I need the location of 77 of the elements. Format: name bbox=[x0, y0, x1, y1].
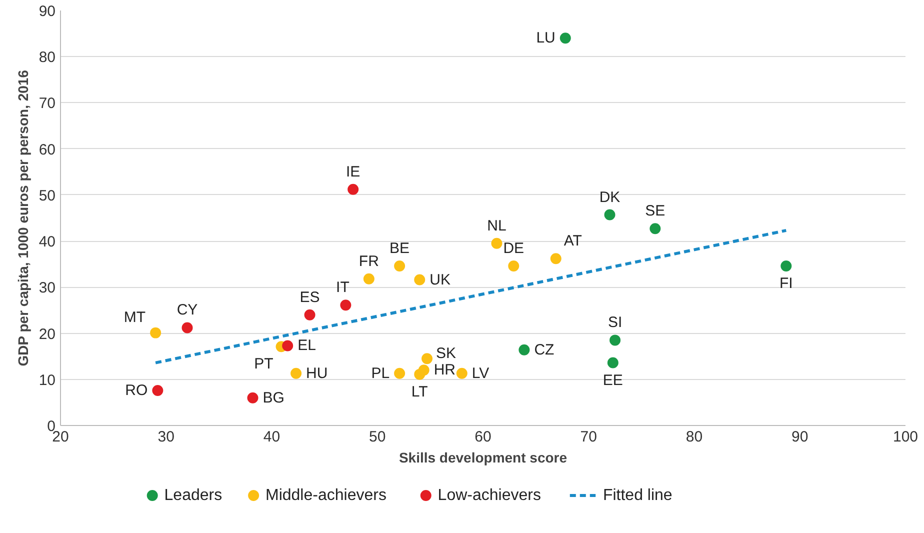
point bbox=[282, 340, 294, 352]
annotation: FI bbox=[779, 274, 793, 292]
annotation: DK bbox=[599, 188, 620, 206]
x-axis-title: Skills development score bbox=[398, 450, 568, 466]
x-tick-label: 80 bbox=[686, 428, 703, 446]
y-tick-label: 10 bbox=[38, 372, 56, 389]
point bbox=[247, 392, 258, 404]
y-tick-label: 50 bbox=[38, 187, 56, 204]
point bbox=[518, 344, 530, 356]
x-tick-label: 90 bbox=[792, 428, 808, 446]
point bbox=[456, 368, 468, 379]
point bbox=[560, 32, 571, 44]
annotation: PT bbox=[254, 356, 274, 373]
y-tick-label: 40 bbox=[38, 234, 56, 251]
point bbox=[607, 357, 618, 368]
legend-label: Leaders bbox=[164, 487, 222, 504]
annotation: EL bbox=[298, 337, 316, 354]
point bbox=[508, 260, 520, 272]
legend-label: Middle-achievers bbox=[266, 487, 386, 504]
y-tick-label: 70 bbox=[38, 95, 56, 112]
legend-label: Low-achievers bbox=[438, 487, 541, 504]
y-tick-label: 80 bbox=[38, 49, 56, 66]
annotation: LT bbox=[411, 383, 428, 400]
point bbox=[422, 353, 433, 364]
y-axis-title: GDP per capita, 1000 euros per person, 2016 bbox=[14, 70, 31, 366]
point bbox=[610, 334, 621, 346]
annotation: NL bbox=[487, 217, 506, 234]
point bbox=[348, 184, 359, 195]
annotation: IE bbox=[346, 163, 360, 180]
annotation: RO bbox=[125, 382, 148, 399]
annotation: HU bbox=[306, 364, 328, 382]
y-tick-label: 30 bbox=[38, 280, 56, 297]
y-tick-label: 60 bbox=[38, 141, 56, 158]
point bbox=[650, 223, 661, 234]
x-tick-label: 40 bbox=[263, 428, 280, 446]
point bbox=[394, 260, 406, 272]
legend-label: Fitted line bbox=[602, 487, 672, 504]
x-tick-label: 100 bbox=[892, 428, 918, 446]
point bbox=[152, 384, 164, 396]
x-tick-label: 60 bbox=[474, 428, 492, 446]
annotation: HR bbox=[434, 362, 456, 379]
annotation: CZ bbox=[534, 341, 554, 358]
x-tick-label: 50 bbox=[369, 428, 386, 446]
x-tick-label: 70 bbox=[580, 428, 597, 446]
x-tick-label: 30 bbox=[158, 428, 174, 446]
annotation: BE bbox=[390, 240, 410, 257]
point bbox=[394, 368, 406, 379]
annotation: PL bbox=[371, 364, 390, 382]
point bbox=[304, 309, 316, 320]
point bbox=[150, 327, 162, 338]
annotation: SI bbox=[608, 314, 622, 332]
annotation: LV bbox=[472, 364, 490, 382]
point bbox=[414, 274, 426, 286]
annotation: UK bbox=[430, 271, 450, 288]
annotation: MT bbox=[124, 308, 146, 326]
annotation: LU bbox=[536, 30, 556, 47]
point bbox=[550, 253, 562, 264]
annotation: IT bbox=[336, 279, 350, 296]
point bbox=[290, 368, 302, 379]
annotation: EE bbox=[602, 372, 623, 389]
point bbox=[363, 273, 374, 284]
point bbox=[780, 260, 792, 272]
annotation: BG bbox=[262, 389, 284, 406]
point bbox=[182, 322, 193, 334]
annotation: CY bbox=[176, 302, 198, 319]
annotation: ES bbox=[300, 288, 320, 306]
point bbox=[604, 209, 616, 220]
annotation: AT bbox=[564, 232, 582, 250]
annotation: SK bbox=[436, 345, 456, 362]
point bbox=[491, 238, 502, 249]
point bbox=[340, 300, 352, 311]
annotation: DE bbox=[503, 240, 524, 257]
annotation: SE bbox=[645, 202, 666, 220]
annotation: FR bbox=[358, 252, 380, 270]
y-tick-label: 90 bbox=[38, 3, 56, 20]
y-tick-label: 20 bbox=[38, 326, 56, 343]
point bbox=[414, 368, 426, 380]
